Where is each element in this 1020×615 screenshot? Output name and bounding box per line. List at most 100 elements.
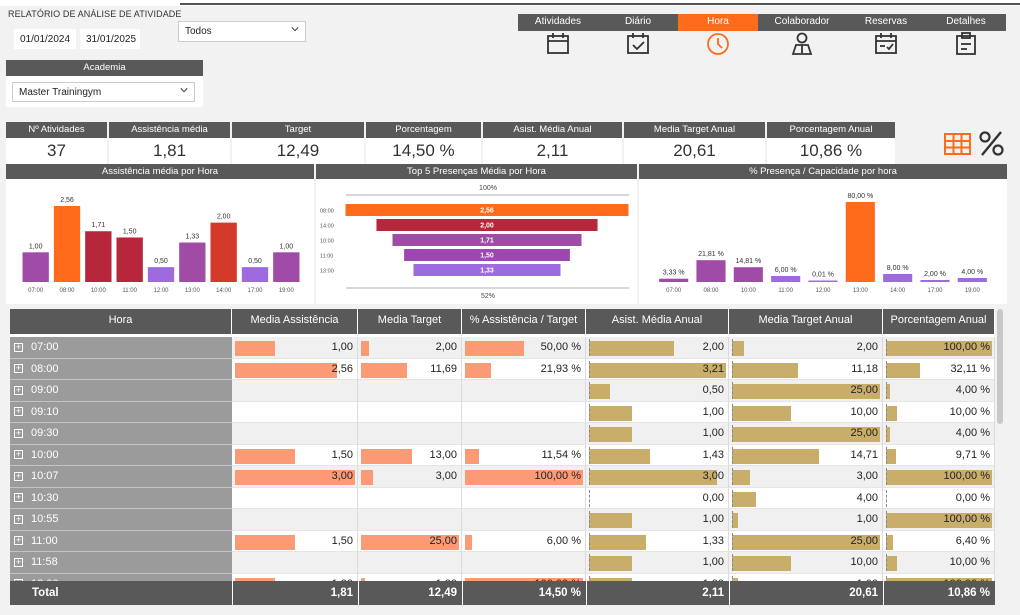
funnel-bar	[376, 219, 598, 231]
chart-tick-label: 14:00	[890, 288, 906, 294]
cell-value: 4,00 %	[955, 427, 990, 439]
table-view-icon[interactable]	[944, 132, 972, 156]
bar-axis	[732, 511, 733, 528]
hora-matrix-table[interactable]: Hora Media Assistência Media Target% Assis…	[10, 309, 995, 605]
expand-icon[interactable]: +	[14, 492, 23, 503]
calendar-check-icon	[627, 33, 649, 54]
table-cell: 11,54 %	[462, 444, 586, 466]
column-header[interactable]: Porcentagem Anual	[883, 309, 995, 334]
column-header[interactable]: Media Assistência	[232, 309, 358, 334]
hora-label: 09:00	[31, 384, 59, 396]
column-header[interactable]: Media Target	[358, 309, 462, 334]
row-header-cell[interactable]: +10:07	[10, 466, 232, 488]
table-cell: 10,00	[729, 552, 883, 574]
bar-axis	[886, 446, 887, 464]
cell-value: 1,00	[331, 341, 353, 353]
table-row[interactable]: +11:00 1,50 25,00 6,00 % 1,33 25,00 6,40 %	[10, 530, 995, 552]
bar-axis	[589, 511, 590, 528]
table-row[interactable]: +07:00 1,00 2,00 50,00 % 2,00 2,00 100,00 %	[10, 337, 995, 359]
chart-data-label: 2,00	[217, 214, 231, 221]
bar-axis	[589, 468, 590, 485]
expand-icon[interactable]: +	[14, 449, 23, 460]
row-header-cell[interactable]: +08:00	[10, 358, 232, 380]
chart-bar	[920, 280, 950, 282]
chart-3-title: % Presença / Capacidade por hora	[639, 164, 1007, 179]
expand-icon[interactable]: +	[14, 406, 23, 417]
nav-button-label: Reservas	[846, 14, 926, 31]
hora-label: 07:00	[31, 341, 59, 353]
column-header[interactable]: Media Target Anual	[729, 309, 883, 334]
chart-1-svg: 1,00 07:00 2,56 08:00 1,71 10:00 1,50 11:00 0,50…	[22, 197, 300, 294]
percent-view-icon[interactable]	[978, 128, 1006, 158]
row-header-cell[interactable]: +10:30	[10, 487, 232, 509]
row-header-cell[interactable]: +09:30	[10, 423, 232, 445]
row-header-cell[interactable]: +10:00	[10, 444, 232, 466]
row-header-cell[interactable]: +10:55	[10, 509, 232, 531]
cell-value: 50,00 %	[540, 341, 581, 353]
column-header[interactable]: % Assistência / Target	[462, 309, 586, 334]
table-row[interactable]: +10:07 3,00 3,00 100,00 % 3,00 3,00 100,00 %	[10, 466, 995, 488]
expand-icon[interactable]: +	[14, 427, 23, 438]
cell-value: 1,00	[856, 513, 878, 525]
data-bar	[235, 470, 355, 485]
chart-data-label: 3,33 %	[663, 270, 685, 277]
data-bar	[732, 491, 756, 507]
kpi-card: Nº Atividades 37	[6, 122, 107, 164]
bar-axis	[886, 339, 887, 356]
chart-data-label: 1,00	[29, 243, 43, 250]
chart-tick-label: 08:00	[59, 288, 75, 294]
table-row[interactable]: +09:10 1,00 10,00 10,00 %	[10, 401, 995, 423]
cell-value: 100,00 %	[943, 341, 990, 353]
expand-icon[interactable]: +	[14, 363, 23, 374]
row-header-cell[interactable]: +07:00	[10, 337, 232, 359]
expand-icon[interactable]: +	[14, 556, 23, 567]
table-cell: 6,00 %	[462, 530, 586, 552]
nav-colaborador-button[interactable]: Colaborador	[758, 14, 846, 56]
nav-atividades-button[interactable]: Atividades	[518, 14, 598, 56]
expand-icon[interactable]: +	[14, 513, 23, 524]
table-row[interactable]: +10:00 1,50 13,00 11,54 % 1,43 14,71 9,71 %	[10, 444, 995, 466]
chart-data-label: 0,50	[248, 258, 262, 265]
data-bar	[732, 470, 750, 485]
table-row[interactable]: +10:30 0,00 4,00 0,00 %	[10, 487, 995, 509]
table-scrollbar[interactable]	[996, 309, 1004, 605]
table-cell: 2,00	[586, 337, 729, 359]
table-cell: 4,00 %	[883, 380, 995, 402]
nav-detalhes-button[interactable]: Detalhes	[926, 14, 1006, 56]
row-header-cell[interactable]: +11:00	[10, 530, 232, 552]
data-bar	[732, 341, 744, 356]
nav-dirio-button[interactable]: Diário	[598, 14, 678, 56]
table-row[interactable]: +09:00 0,50 25,00 4,00 %	[10, 380, 995, 402]
table-cell	[358, 487, 462, 509]
date-end-input[interactable]: 31/01/2025	[80, 29, 140, 49]
expand-icon[interactable]: +	[14, 384, 23, 395]
table-row[interactable]: +11:58 1,00 10,00 10,00 %	[10, 552, 995, 574]
hora-label: 10:30	[31, 491, 59, 504]
nav-reservas-button[interactable]: Reservas	[846, 14, 926, 56]
data-bar	[589, 513, 632, 528]
bar-axis	[732, 468, 733, 485]
expand-icon[interactable]: +	[14, 535, 23, 546]
chart-bar	[659, 278, 689, 282]
data-bar	[465, 534, 473, 550]
scrollbar-thumb[interactable]	[997, 309, 1003, 424]
expand-icon[interactable]: +	[14, 470, 23, 481]
row-header-cell[interactable]: +09:00	[10, 380, 232, 402]
date-start-input[interactable]: 01/01/2024	[14, 29, 76, 49]
nav-hora-button[interactable]: Hora	[678, 14, 758, 56]
table-cell	[358, 552, 462, 574]
kpi-card: Porcentagem 14,50 %	[366, 122, 481, 164]
chart-data-label: 1,33	[186, 234, 200, 241]
row-header-cell[interactable]: +11:58	[10, 552, 232, 574]
column-header[interactable]: Asist. Média Anual	[586, 309, 729, 334]
column-header[interactable]: Hora	[10, 309, 232, 334]
data-bar	[589, 384, 611, 399]
expand-icon[interactable]: +	[14, 341, 23, 352]
table-cell: 2,00	[358, 337, 462, 359]
filter-dropdown[interactable]: Todos	[178, 21, 306, 42]
academia-dropdown[interactable]: Master Trainingym	[12, 82, 195, 102]
table-row[interactable]: +10:55 1,00 1,00 100,00 %	[10, 509, 995, 531]
table-row[interactable]: +08:00 2,56 11,69 21,93 % 3,21 11,18 32,11 %	[10, 358, 995, 380]
table-row[interactable]: +09:30 1,00 25,00 4,00 %	[10, 423, 995, 445]
row-header-cell[interactable]: +09:10	[10, 401, 232, 423]
